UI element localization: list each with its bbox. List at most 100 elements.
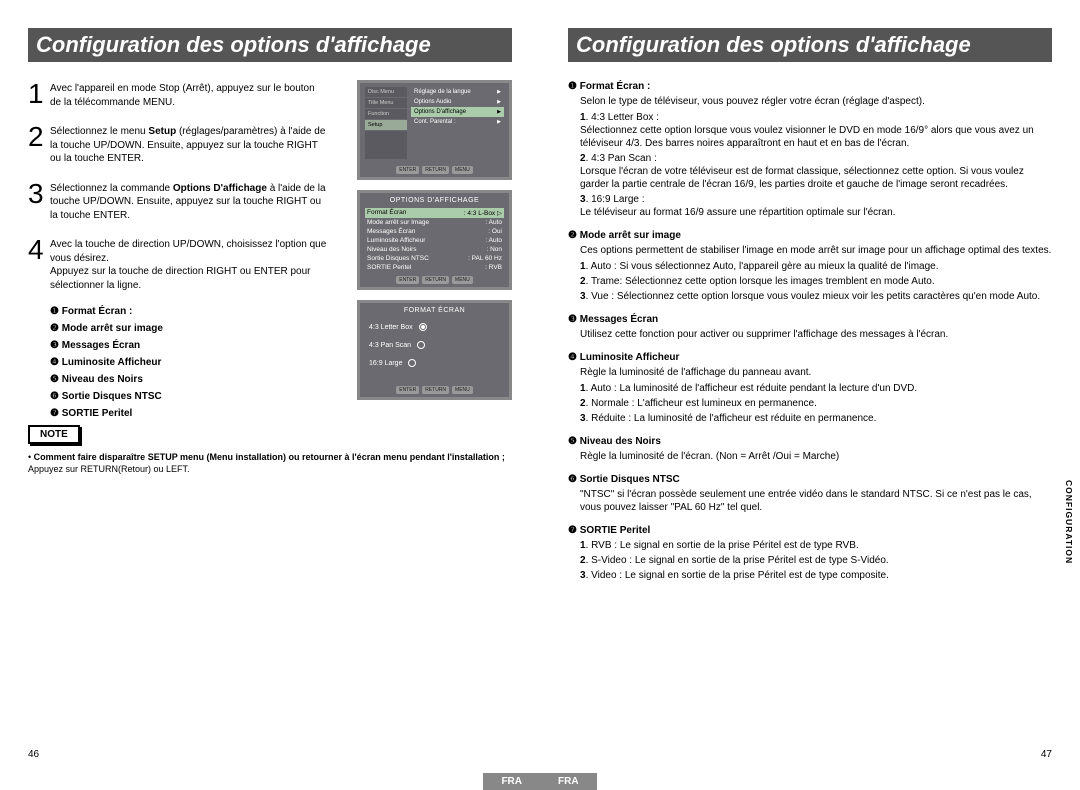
- option-row: 16:9 Large: [365, 354, 504, 372]
- page-number: 46: [28, 749, 39, 760]
- step-text: Avec l'appareil en mode Stop (Arrêt), ap…: [50, 80, 328, 109]
- section-subitem: 2. Normale : L'afficheur est lumineux en…: [580, 397, 1052, 410]
- step: 4Avec la touche de direction UP/DOWN, ch…: [28, 236, 328, 292]
- option-section: ❸ Messages Écran Utilisez cette fonction …: [568, 313, 1052, 341]
- menu-row: Mode arrêt sur Image: Auto: [365, 218, 504, 227]
- option-row: 4:3 Pan Scan: [365, 336, 504, 354]
- option-row: 4:3 Letter Box: [365, 318, 504, 336]
- menu-row: Messages Écran: Oui: [365, 227, 504, 236]
- section-heading: ❼ SORTIE Peritel: [568, 524, 1052, 537]
- section-heading: ❶ Format Écran :: [568, 80, 1052, 93]
- screenshot-header: OPTIONS D'AFFICHAGE: [365, 197, 504, 204]
- section-heading: ❷ Mode arrêt sur image: [568, 229, 1052, 242]
- summary-list: ❶ Format Écran : ❷ Mode arrêt sur image ❸ …: [50, 306, 328, 419]
- summary-item: ❼ SORTIE Peritel: [50, 408, 328, 419]
- menu-screenshot-1: DVD Disc MenuTitle MenuFunctionSetup Rég…: [357, 80, 512, 180]
- section-subitem: 2. 4:3 Pan Scan :Lorsque l'écran de votr…: [580, 152, 1052, 191]
- osd-button: RETURN: [422, 386, 449, 394]
- section-body: Règle la luminosité de l'écran. (Non = A…: [580, 450, 1052, 463]
- step-text: Sélectionnez le menu Setup (réglages/par…: [50, 123, 328, 166]
- section-subitem: 1. 4:3 Letter Box :Sélectionnez cette op…: [580, 111, 1052, 150]
- menu-item: Réglage de la langue▶: [411, 87, 504, 97]
- note-bold: Comment faire disparaître SETUP menu (Me…: [34, 452, 505, 462]
- section-body: Règle la luminosité de l'affichage du pa…: [580, 366, 1052, 379]
- option-section: ❻ Sortie Disques NTSC "NTSC" si l'écran p…: [568, 473, 1052, 514]
- note-section: NOTE • Comment faire disparaître SETUP m…: [28, 425, 512, 475]
- radio-icon: [417, 341, 425, 349]
- osd-button: RETURN: [422, 166, 449, 174]
- option-section: ❼ SORTIE Peritel 1. RVB : Le signal en so…: [568, 524, 1052, 582]
- menu-item: Cont. Parental :▶: [411, 117, 504, 127]
- summary-item: ❸ Messages Écran: [50, 340, 328, 351]
- option-section: ❹ Luminosite Afficheur Règle la luminosit…: [568, 351, 1052, 425]
- osd-button: RETURN: [422, 276, 449, 284]
- section-subitem: 1. Auto : Si vous sélectionnez Auto, l'a…: [580, 260, 1052, 273]
- summary-item: ❹ Luminosite Afficheur: [50, 357, 328, 368]
- summary-item: ❶ Format Écran :: [50, 306, 328, 317]
- section-heading: ❻ Sortie Disques NTSC: [568, 473, 1052, 486]
- radio-icon: [419, 323, 427, 331]
- section-heading: ❸ Messages Écran: [568, 313, 1052, 326]
- section-subitem: 2. Trame: Sélectionnez cette option lors…: [580, 275, 1052, 288]
- menu-screenshot-2: OPTIONS D'AFFICHAGE Format Écran: 4:3 L-…: [357, 190, 512, 290]
- summary-item: ❻ Sortie Disques NTSC: [50, 391, 328, 402]
- section-body: Utilisez cette fonction pour activer ou …: [580, 328, 1052, 341]
- options-descriptions: ❶ Format Écran : Selon le type de télévis…: [568, 80, 1052, 582]
- menu-item: Options Audio▶: [411, 97, 504, 107]
- page-right: Configuration des options d'affichage ❶ …: [540, 0, 1080, 790]
- menu-screenshot-3: FORMAT ÉCRAN 4:3 Letter Box4:3 Pan Scan1…: [357, 300, 512, 400]
- step-text: Avec la touche de direction UP/DOWN, cho…: [50, 236, 328, 292]
- menu-side-item: Setup: [365, 120, 407, 131]
- option-section: ❶ Format Écran : Selon le type de télévis…: [568, 80, 1052, 219]
- menu-row: Niveau des Noirs: Non: [365, 245, 504, 254]
- section-subitem: 3. Video : Le signal en sortie de la pri…: [580, 569, 1052, 582]
- section-subitem: 1. RVB : Le signal en sortie de la prise…: [580, 539, 1052, 552]
- step-number: 4: [28, 236, 50, 292]
- osd-button: MENU: [452, 166, 473, 174]
- menu-row: SORTIE Peritel: RVB: [365, 263, 504, 272]
- menu-row: Format Écran: 4:3 L-Box ▷: [365, 208, 504, 218]
- note-rest: Appuyez sur RETURN(Retour) ou LEFT.: [28, 464, 190, 474]
- page-title: Configuration des options d'affichage: [28, 28, 512, 62]
- section-tab: CONFIGURATION: [1064, 480, 1074, 564]
- menu-row: Sortie Disques NTSC: PAL 60 Hz: [365, 254, 504, 263]
- menu-side-item: Function: [365, 109, 407, 120]
- section-body: Ces options permettent de stabiliser l'i…: [580, 244, 1052, 257]
- language-tab: FRA: [540, 773, 597, 790]
- section-heading: ❺ Niveau des Noirs: [568, 435, 1052, 448]
- step: 1Avec l'appareil en mode Stop (Arrêt), a…: [28, 80, 328, 109]
- page-spread: Configuration des options d'affichage 1A…: [0, 0, 1080, 790]
- page-title: Configuration des options d'affichage: [568, 28, 1052, 62]
- osd-button: ENTER: [396, 166, 419, 174]
- step-text: Sélectionnez la commande Options D'affic…: [50, 180, 328, 223]
- step: 2Sélectionnez le menu Setup (réglages/pa…: [28, 123, 328, 166]
- language-tab: FRA: [483, 773, 540, 790]
- step: 3Sélectionnez la commande Options D'affi…: [28, 180, 328, 223]
- section-subitem: 1. Auto : La luminosité de l'afficheur e…: [580, 382, 1052, 395]
- section-subitem: 2. S-Video : Le signal en sortie de la p…: [580, 554, 1052, 567]
- osd-button: MENU: [452, 386, 473, 394]
- section-body: Selon le type de téléviseur, vous pouvez…: [580, 95, 1052, 108]
- section-subitem: 3. Réduite : La luminosité de l'afficheu…: [580, 412, 1052, 425]
- section-body: "NTSC" si l'écran possède seulement une …: [580, 488, 1052, 514]
- step-number: 1: [28, 80, 50, 109]
- section-subitem: 3. Vue : Sélectionnez cette option lorsq…: [580, 290, 1052, 303]
- section-subitem: 3. 16:9 Large :Le téléviseur au format 1…: [580, 193, 1052, 219]
- summary-item: ❷ Mode arrêt sur image: [50, 323, 328, 334]
- summary-item: ❺ Niveau des Noirs: [50, 374, 328, 385]
- note-label: NOTE: [28, 425, 80, 444]
- section-heading: ❹ Luminosite Afficheur: [568, 351, 1052, 364]
- screenshot-header: FORMAT ÉCRAN: [365, 307, 504, 314]
- menu-item: Options D'affichage▶: [411, 107, 504, 117]
- osd-button: MENU: [452, 276, 473, 284]
- note-text: • Comment faire disparaître SETUP menu (…: [28, 452, 512, 475]
- screenshots-column: DVD Disc MenuTitle MenuFunctionSetup Rég…: [357, 80, 512, 410]
- steps-column: 1Avec l'appareil en mode Stop (Arrêt), a…: [28, 80, 328, 425]
- menu-row: Luminosite Afficheur: Auto: [365, 236, 504, 245]
- option-section: ❺ Niveau des Noirs Règle la luminosité de…: [568, 435, 1052, 463]
- option-section: ❷ Mode arrêt sur image Ces options permet…: [568, 229, 1052, 303]
- osd-button: ENTER: [396, 386, 419, 394]
- radio-icon: [408, 359, 416, 367]
- page-left: Configuration des options d'affichage 1A…: [0, 0, 540, 790]
- step-number: 2: [28, 123, 50, 166]
